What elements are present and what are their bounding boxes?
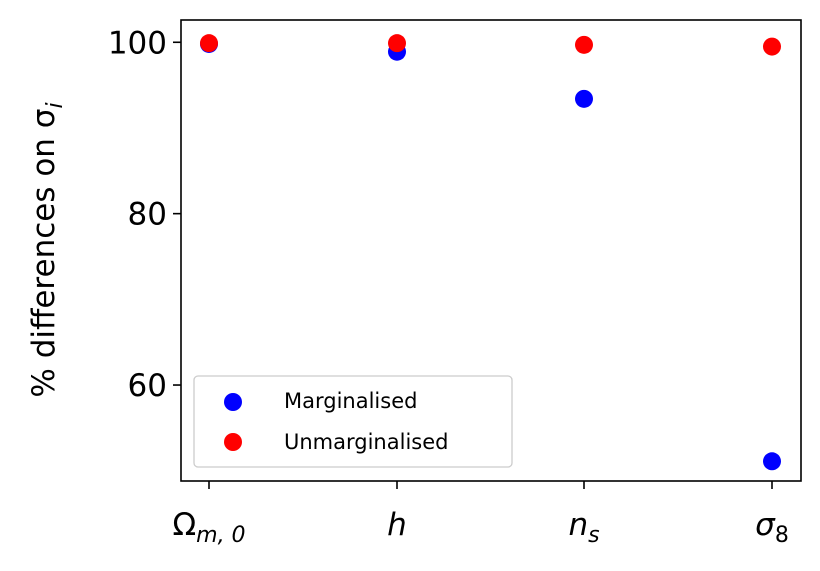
x-tick-label: h — [387, 507, 407, 543]
legend-box — [193, 375, 513, 468]
y-axis-title-subscript: i — [43, 102, 68, 108]
point-unmarginalised — [200, 34, 218, 53]
legend-marker-marginalised — [224, 393, 242, 411]
legend-label-unmarginalised: Unmarginalised — [284, 430, 448, 454]
point-marginalised — [575, 89, 593, 108]
data-marks — [200, 34, 781, 471]
plot-frame — [180, 19, 802, 482]
legend: Marginalised Unmarginalised — [193, 375, 513, 468]
x-tick-label: Ωm, 0 — [172, 507, 245, 548]
point-unmarginalised — [388, 34, 406, 53]
y-axis: 60 80 100 — [108, 25, 181, 404]
y-axis-title-main: % differences on σ — [26, 109, 62, 398]
y-tick-label: 80 — [128, 197, 167, 233]
y-axis-title: % differences on σi — [26, 102, 68, 397]
y-tick-label: 60 — [128, 368, 167, 404]
point-unmarginalised — [763, 37, 781, 56]
legend-label-marginalised: Marginalised — [284, 389, 417, 413]
y-tick-label: 100 — [108, 25, 167, 61]
point-unmarginalised — [575, 35, 593, 54]
legend-marker-unmarginalised — [224, 433, 242, 451]
x-tick-label: σ8 — [755, 507, 789, 548]
x-tick-label: ns — [568, 507, 599, 548]
point-marginalised — [763, 452, 781, 471]
x-axis: Ωm, 0 h ns σ8 — [172, 481, 789, 548]
